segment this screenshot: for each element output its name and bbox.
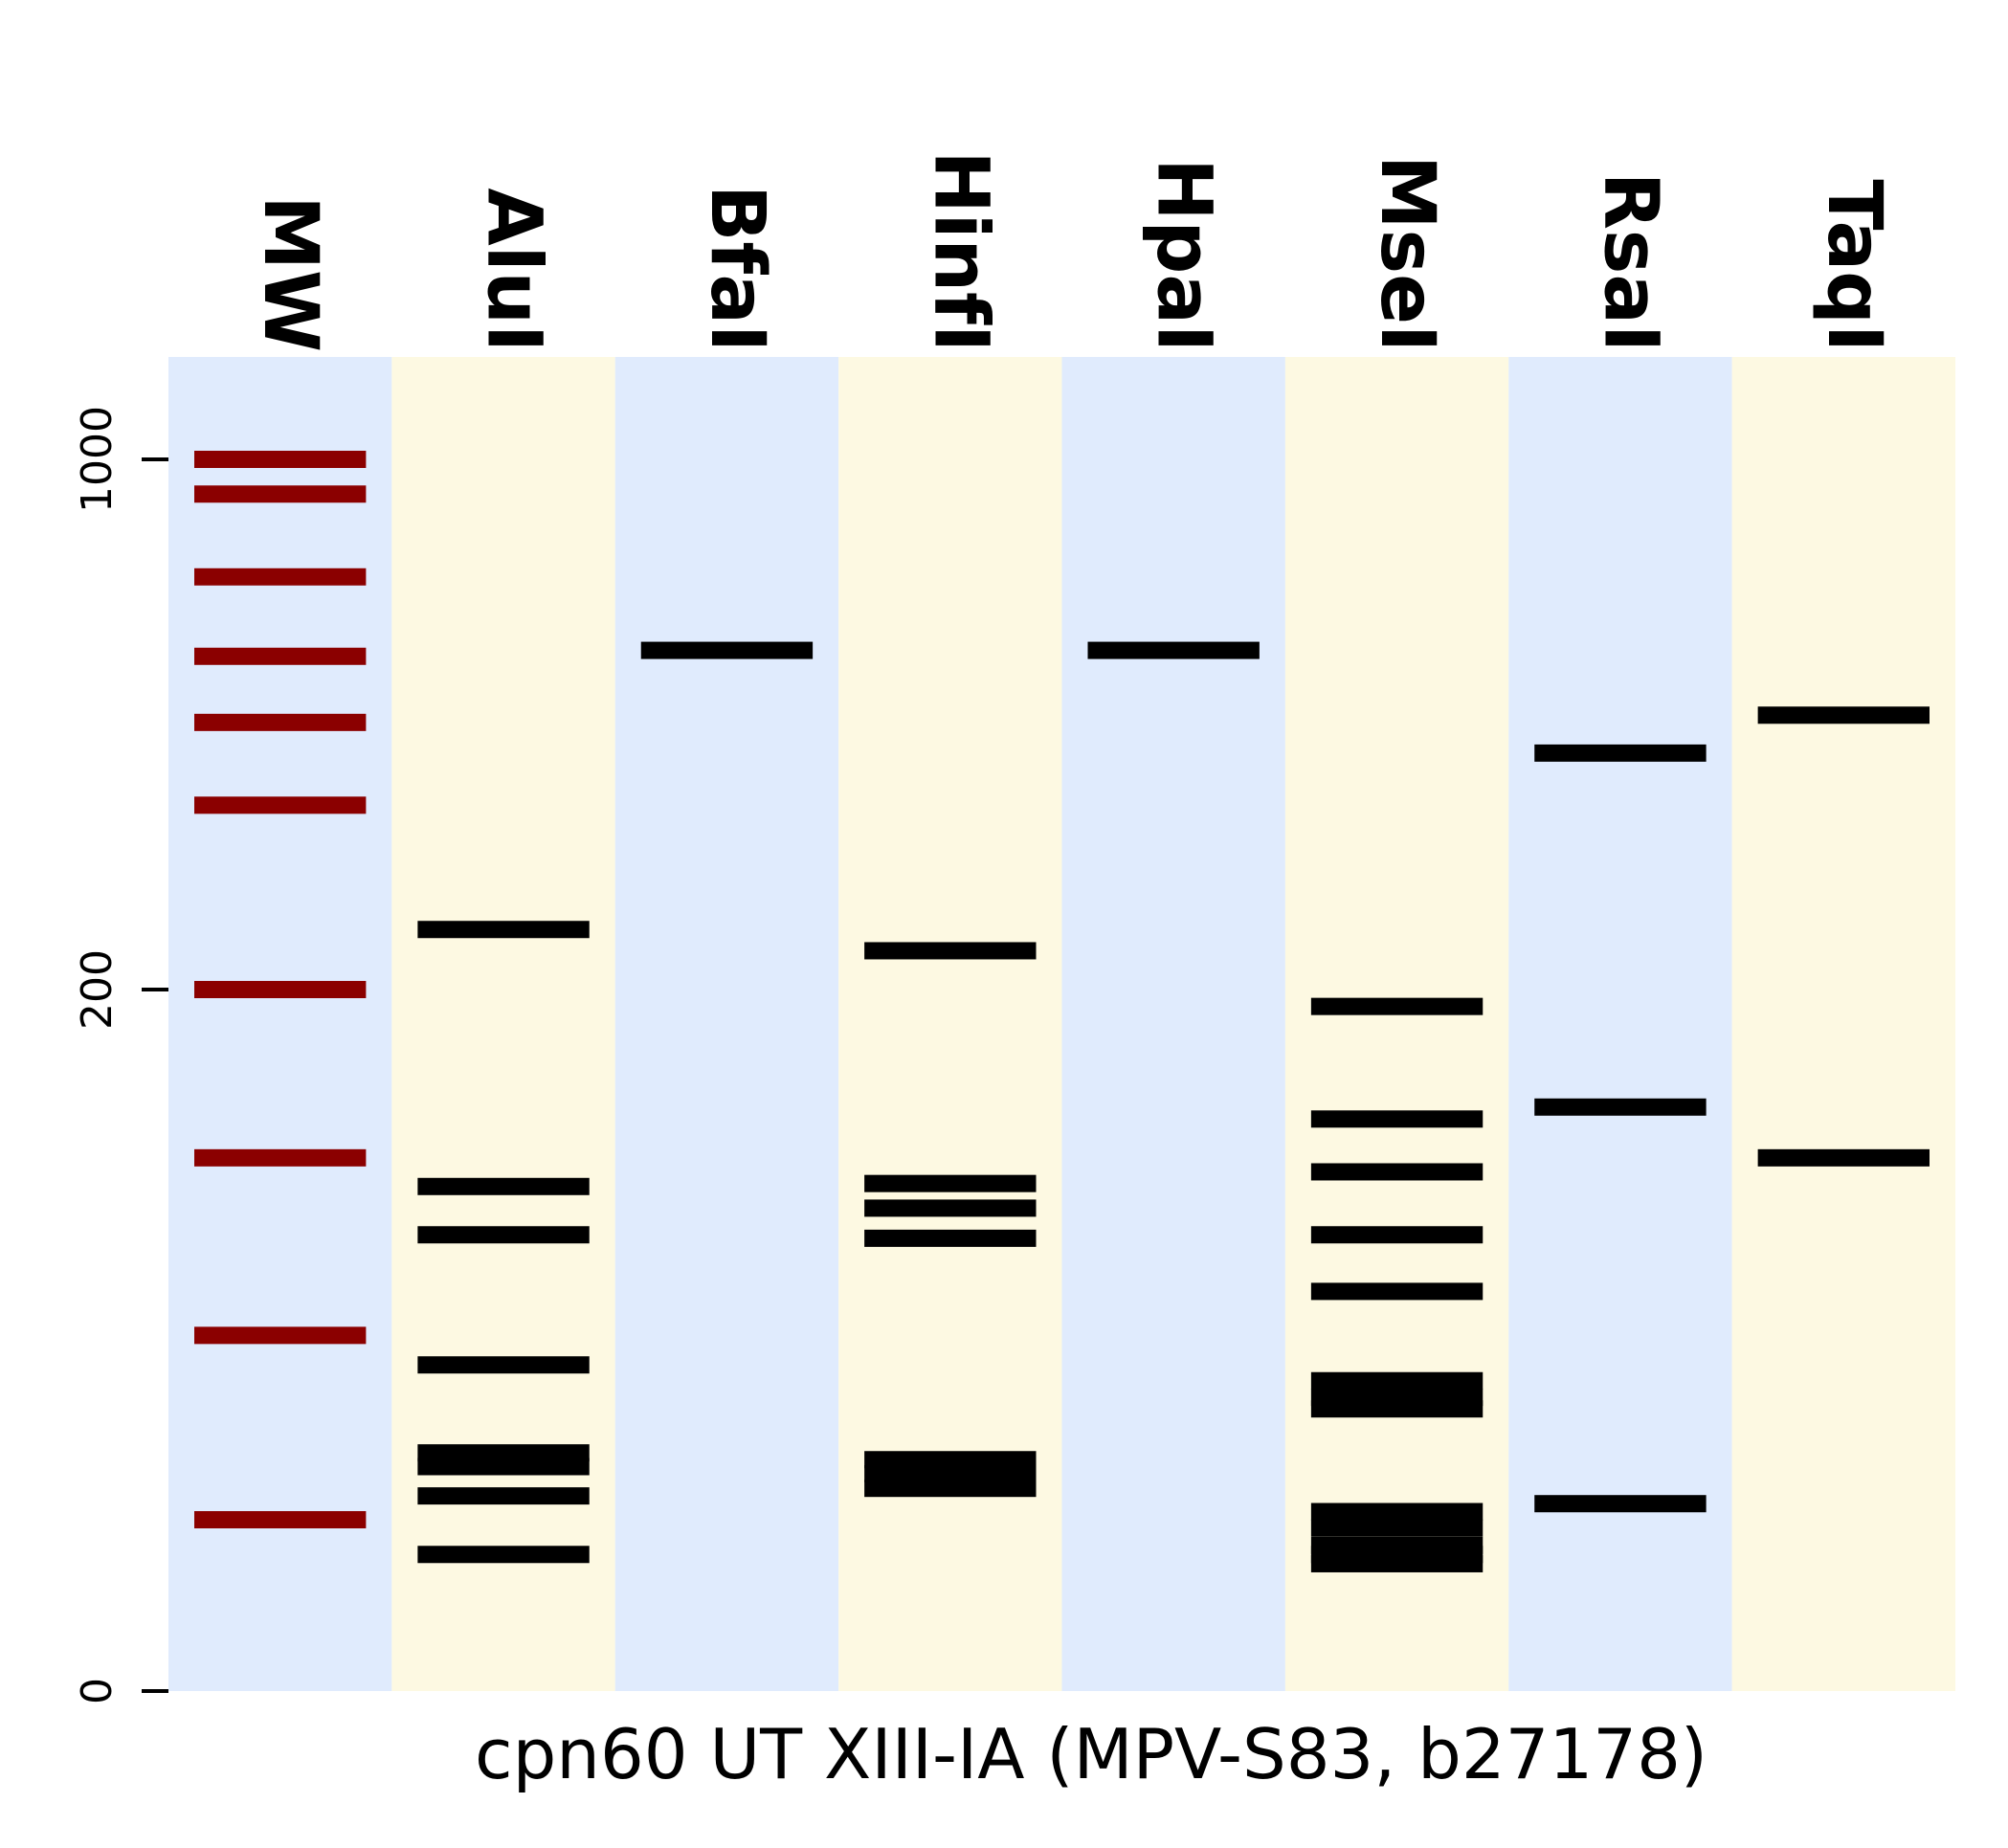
band-hinfi-3 <box>864 1229 1037 1247</box>
bands-layer <box>194 451 1930 1572</box>
ladder-band-2 <box>194 568 367 586</box>
lane-label-hinfi: HinfI <box>917 150 1003 352</box>
band-hinfi-6 <box>864 1480 1037 1498</box>
band-alui-4 <box>417 1444 590 1462</box>
lane-label-bfai: BfaI <box>694 185 780 352</box>
band-msei-3 <box>1310 1226 1484 1244</box>
band-alui-5 <box>417 1458 590 1476</box>
y-tick-label-1000: 1000 <box>73 406 122 513</box>
band-msei-5 <box>1310 1371 1484 1390</box>
band-alui-6 <box>417 1487 590 1505</box>
ladder-band-8 <box>194 1326 367 1345</box>
ladder-band-6 <box>194 981 367 998</box>
band-hpai-0 <box>1087 641 1260 659</box>
band-taqi-1 <box>1757 1148 1930 1167</box>
band-taqi-0 <box>1757 706 1930 724</box>
band-msei-8 <box>1310 1503 1484 1521</box>
band-alui-1 <box>417 1177 590 1195</box>
band-alui-7 <box>417 1546 590 1564</box>
band-msei-7 <box>1310 1400 1484 1418</box>
band-msei-4 <box>1310 1282 1484 1301</box>
lane-label-alui: AluI <box>471 188 557 352</box>
band-hinfi-2 <box>864 1199 1037 1217</box>
lane-hpai <box>1061 357 1285 1691</box>
band-rsai-0 <box>1534 744 1707 762</box>
band-rsai-1 <box>1534 1098 1707 1116</box>
lane-rsai <box>1508 357 1732 1691</box>
ladder-band-7 <box>194 1148 367 1167</box>
lane-label-mw: MW <box>247 195 333 352</box>
lanes-layer <box>168 357 1955 1691</box>
ladder-band-9 <box>194 1511 367 1528</box>
band-bfai-0 <box>640 641 814 659</box>
y-axis: 0 200 1000 <box>73 406 168 1704</box>
ladder-band-1 <box>194 485 367 503</box>
band-hinfi-1 <box>864 1174 1037 1192</box>
lane-label-rsai: RsaI <box>1587 172 1673 352</box>
band-alui-0 <box>417 921 590 939</box>
band-msei-0 <box>1310 997 1484 1015</box>
band-rsai-2 <box>1534 1495 1707 1513</box>
ladder-band-4 <box>194 713 367 731</box>
band-alui-3 <box>417 1356 590 1374</box>
lane-label-msei: MseI <box>1364 155 1450 352</box>
y-tick-label-0: 0 <box>73 1678 122 1704</box>
ladder-band-0 <box>194 451 367 468</box>
lane-label-taqi: TaqI <box>1811 179 1897 352</box>
lane-bfai <box>614 357 839 1691</box>
band-msei-2 <box>1310 1163 1484 1181</box>
x-axis-label: cpn60 UT XIII-IA (MPV-S83, b27178) <box>475 1714 1707 1794</box>
band-hinfi-0 <box>864 942 1037 960</box>
lane-label-hpai: HpaI <box>1141 158 1227 352</box>
lane-taqi <box>1731 357 1955 1691</box>
band-hinfi-4 <box>864 1451 1037 1469</box>
band-msei-12 <box>1310 1554 1484 1572</box>
band-hinfi-5 <box>864 1464 1037 1482</box>
lane-msei <box>1284 357 1509 1691</box>
ladder-band-3 <box>194 647 367 665</box>
y-tick-label-200: 200 <box>73 949 122 1030</box>
band-msei-9 <box>1310 1519 1484 1537</box>
lane-labels: MW AluI BfaI HinfI HpaI MseI RsaI TaqI <box>247 150 1897 352</box>
band-alui-2 <box>417 1226 590 1244</box>
ladder-band-5 <box>194 796 367 814</box>
lane-mw <box>168 357 392 1691</box>
band-msei-1 <box>1310 1110 1484 1128</box>
